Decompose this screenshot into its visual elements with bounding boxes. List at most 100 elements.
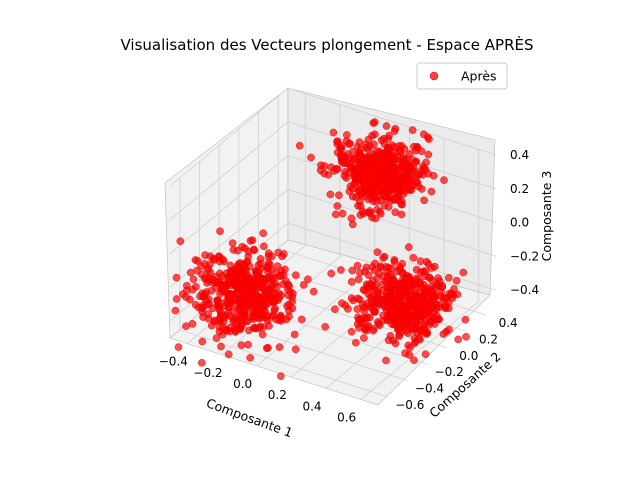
- scatter-point: [337, 266, 345, 274]
- scatter-point: [349, 172, 358, 180]
- scatter-point: [409, 253, 418, 262]
- scatter-point: [347, 327, 356, 336]
- scatter-point: [207, 286, 216, 295]
- scatter-point: [172, 295, 181, 303]
- scatter-point: [216, 289, 224, 298]
- scatter-point: [441, 294, 450, 302]
- scatter-point: [259, 229, 268, 237]
- scatter-point: [404, 243, 413, 251]
- y-tick-label: 0.0: [459, 349, 478, 363]
- scatter-point: [405, 285, 414, 293]
- scatter-point: [335, 191, 343, 199]
- scatter-point: [461, 315, 470, 324]
- scatter-point: [276, 311, 285, 320]
- scatter-point: [395, 332, 404, 341]
- z-tick-label: −0.4: [510, 283, 539, 297]
- scatter-point: [244, 301, 253, 310]
- scatter-point: [276, 271, 285, 280]
- scatter-point: [333, 202, 342, 210]
- y-tick-label: −0.6: [395, 398, 424, 412]
- scatter-point: [421, 350, 430, 359]
- scatter-point: [401, 349, 409, 357]
- scatter-point: [347, 277, 356, 286]
- scatter-point: [202, 273, 210, 282]
- scatter-point: [370, 166, 379, 175]
- scatter-point: [307, 153, 315, 162]
- scatter-point: [392, 163, 400, 172]
- scatter-point: [215, 269, 224, 278]
- scatter-point: [360, 180, 369, 188]
- scatter-point: [346, 139, 354, 148]
- scatter-point: [369, 119, 378, 127]
- scatter-point: [182, 322, 190, 331]
- scatter-point: [377, 136, 386, 145]
- x-tick-label: 0.4: [302, 399, 321, 413]
- scatter-point: [243, 317, 252, 326]
- scatter-point: [417, 147, 426, 155]
- scatter-point: [316, 166, 325, 175]
- scatter-point: [256, 281, 264, 289]
- scatter-point: [186, 268, 195, 277]
- scatter-point: [407, 186, 416, 194]
- scatter-point: [284, 291, 293, 300]
- scatter-point: [364, 145, 372, 154]
- scatter-point: [182, 286, 191, 295]
- scatter-point: [356, 268, 364, 277]
- scatter-point: [388, 264, 396, 273]
- scatter-point: [333, 137, 341, 146]
- y-tick-label: −0.4: [415, 382, 444, 396]
- scatter-point: [353, 320, 362, 328]
- scatter-point: [420, 272, 429, 281]
- scatter-point: [235, 274, 243, 282]
- scatter-point: [398, 162, 407, 170]
- x-tick-label: −0.4: [159, 355, 188, 369]
- scatter-point: [394, 325, 403, 334]
- x-tick-label: −0.2: [193, 366, 222, 380]
- scatter-point: [386, 308, 395, 317]
- scatter-point: [197, 358, 206, 367]
- scatter-point: [424, 169, 433, 178]
- scatter-point: [415, 293, 424, 302]
- scatter-point: [374, 299, 382, 308]
- scatter-point: [390, 194, 399, 203]
- scatter-point: [397, 200, 406, 209]
- scatter-point: [452, 276, 461, 285]
- scatter-point: [275, 293, 284, 302]
- legend-marker: [429, 71, 439, 81]
- scatter-point: [196, 292, 204, 301]
- scatter-point: [435, 303, 444, 312]
- y-tick-label: −0.2: [435, 365, 464, 379]
- scatter-point: [354, 186, 363, 195]
- scatter-point: [376, 262, 385, 271]
- scatter-point: [380, 252, 389, 261]
- scatter-point: [412, 316, 420, 325]
- scatter-point: [188, 320, 197, 328]
- scatter-point: [353, 261, 362, 270]
- scatter-point: [182, 293, 190, 301]
- scatter-point: [371, 307, 379, 316]
- scatter-point: [256, 273, 264, 282]
- scatter-point: [176, 237, 185, 245]
- scatter-point: [382, 175, 391, 184]
- scatter-point: [215, 323, 224, 331]
- scatter-point: [321, 322, 330, 331]
- scatter-point: [355, 152, 364, 161]
- scatter-point: [388, 320, 396, 329]
- scatter-point: [217, 299, 226, 308]
- scatter-point: [304, 275, 312, 284]
- scatter-point: [191, 300, 200, 309]
- scatter-point: [214, 252, 223, 261]
- scatter-point: [390, 127, 399, 135]
- scatter-point: [216, 227, 224, 235]
- scatter-point: [218, 330, 227, 339]
- scatter-point: [371, 192, 379, 201]
- scatter-point: [331, 210, 340, 219]
- scatter-point: [280, 250, 288, 258]
- scatter-point: [224, 350, 233, 359]
- scatter-point: [204, 295, 213, 304]
- scatter-point: [324, 170, 333, 179]
- x-tick-label: 0.6: [337, 410, 356, 424]
- scatter-point: [327, 269, 336, 278]
- scatter-point: [347, 214, 356, 223]
- scatter-point: [198, 308, 206, 316]
